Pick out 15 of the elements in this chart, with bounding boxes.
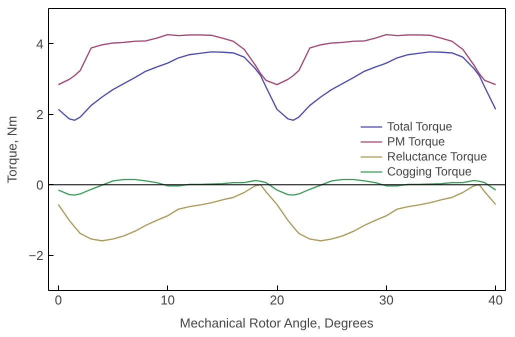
y-tick-label: 0 xyxy=(36,177,44,192)
legend-label: PM Torque xyxy=(387,134,445,148)
x-tick-label: 10 xyxy=(160,292,175,308)
legend-label: Cogging Torque xyxy=(387,164,472,178)
y-tick-label: 2 xyxy=(36,106,44,122)
x-tick-label: 20 xyxy=(270,292,284,308)
y-axis-title: Torque, Nm xyxy=(4,116,20,184)
y-tick-label: 4 xyxy=(36,36,44,52)
x-axis-title: Mechanical Rotor Angle, Degrees xyxy=(180,316,374,330)
y-tick-label: −2 xyxy=(28,248,44,263)
legend-label: Reluctance Torque xyxy=(387,150,487,164)
x-tick-label: 30 xyxy=(379,292,394,308)
x-tick-label: 0 xyxy=(54,292,62,308)
legend-label: Total Torque xyxy=(387,120,452,134)
x-tick-label: 40 xyxy=(488,292,503,308)
